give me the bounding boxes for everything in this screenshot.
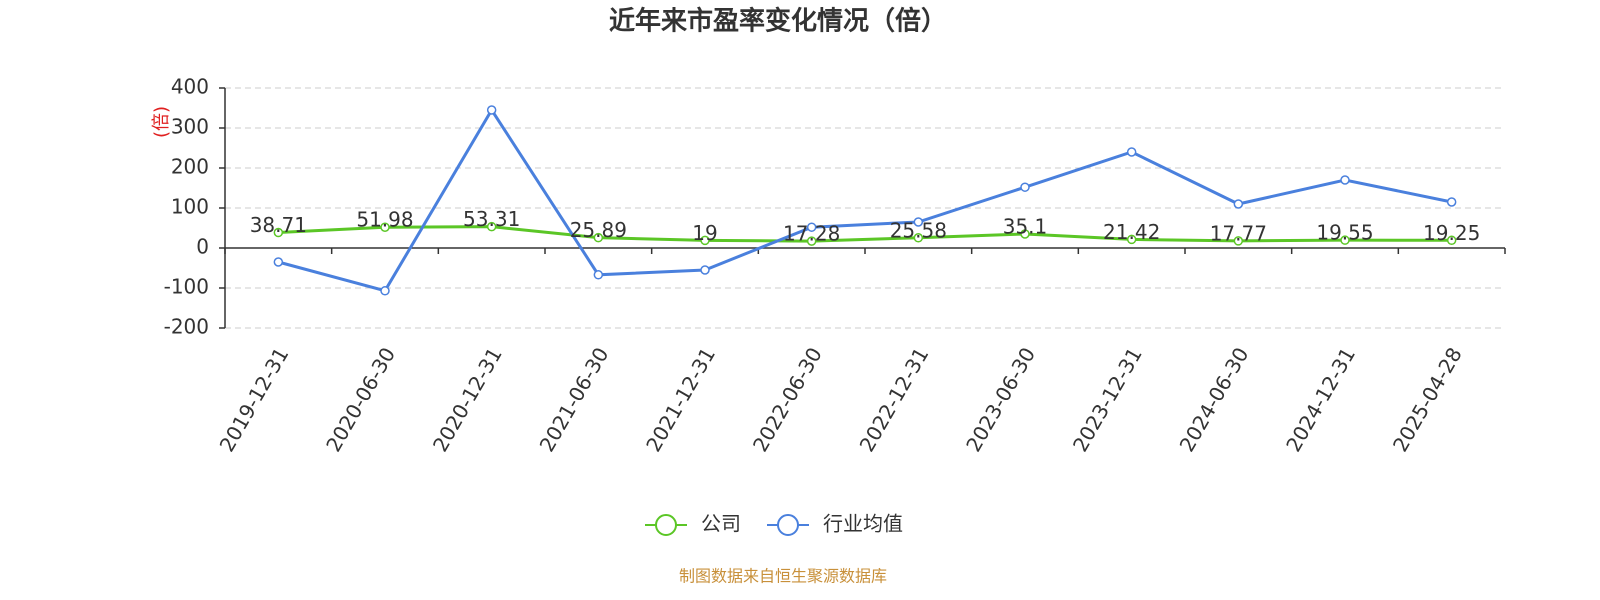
x-tick-label: 2024-06-30 <box>1175 343 1254 456</box>
y-tick-label: -100 <box>164 275 209 299</box>
y-tick-label: 0 <box>196 235 209 259</box>
source-note: 制图数据来自恒生聚源数据库 <box>679 567 887 586</box>
x-tick-label: 2025-04-28 <box>1388 343 1467 456</box>
data-label: 19 <box>692 221 717 245</box>
data-point <box>700 235 710 246</box>
data-label: 17.28 <box>783 222 840 246</box>
x-tick-label: 2020-06-30 <box>321 343 400 456</box>
data-point <box>1233 236 1244 246</box>
data-point <box>1126 147 1137 157</box>
data-point <box>1020 182 1030 192</box>
data-point <box>486 105 497 115</box>
legend-item: 行业均值 <box>767 512 903 536</box>
data-point <box>806 236 817 246</box>
data-point <box>913 233 924 243</box>
x-tick-label: 2022-06-30 <box>748 343 827 456</box>
data-point <box>486 221 497 232</box>
data-point <box>806 222 817 232</box>
y-tick-label: 300 <box>171 115 209 139</box>
x-tick-label: 2020-12-31 <box>428 343 507 456</box>
x-tick-label: 2024-12-31 <box>1281 343 1360 456</box>
data-point <box>380 286 390 296</box>
data-label: 19.55 <box>1316 221 1373 245</box>
data-label: 35.1 <box>1003 214 1048 238</box>
y-tick-label: 100 <box>171 195 209 219</box>
data-point <box>593 270 604 280</box>
data-point <box>1446 235 1457 246</box>
data-point <box>1233 199 1244 209</box>
data-label: 25.89 <box>570 218 627 242</box>
chart-title: 近年来市盈率变化情况（倍） <box>609 6 947 37</box>
data-label: 51.98 <box>356 208 413 232</box>
x-tick-label: 2019-12-31 <box>215 343 294 456</box>
data-label: 21.42 <box>1103 220 1160 244</box>
x-tick-label: 2021-06-30 <box>535 343 614 456</box>
x-tick-label: 2023-06-30 <box>961 343 1040 456</box>
legend-marker <box>777 514 799 536</box>
series-line <box>278 225 1452 243</box>
data-point <box>273 257 284 267</box>
data-label: 25.58 <box>890 218 947 242</box>
x-tick-label: 2023-12-31 <box>1068 343 1147 456</box>
data-point <box>273 227 284 238</box>
data-point <box>913 217 924 227</box>
legend-label: 公司 <box>701 512 741 536</box>
y-tick-label: 200 <box>171 155 209 179</box>
x-tick-label: 2022-12-31 <box>855 343 934 456</box>
data-point <box>1020 229 1030 239</box>
legend-label: 行业均值 <box>823 512 903 536</box>
data-point <box>1340 235 1350 245</box>
data-label: 53.31 <box>463 207 520 231</box>
data-point <box>380 222 390 232</box>
y-axis-label: (倍) <box>151 106 172 138</box>
data-point <box>1126 234 1137 245</box>
data-point <box>1446 197 1457 207</box>
data-point <box>1340 175 1350 185</box>
y-tick-label: 400 <box>171 75 209 99</box>
x-tick-label: 2021-12-31 <box>641 343 720 456</box>
y-tick-label: -200 <box>164 315 209 339</box>
legend-marker <box>655 514 677 536</box>
data-label: 17.77 <box>1210 221 1267 245</box>
data-point <box>700 265 710 275</box>
series-line <box>277 107 1452 293</box>
data-label: 38.71 <box>250 213 307 237</box>
legend-item: 公司 <box>645 512 741 536</box>
data-label: 19.25 <box>1423 221 1480 245</box>
data-point <box>593 232 604 243</box>
